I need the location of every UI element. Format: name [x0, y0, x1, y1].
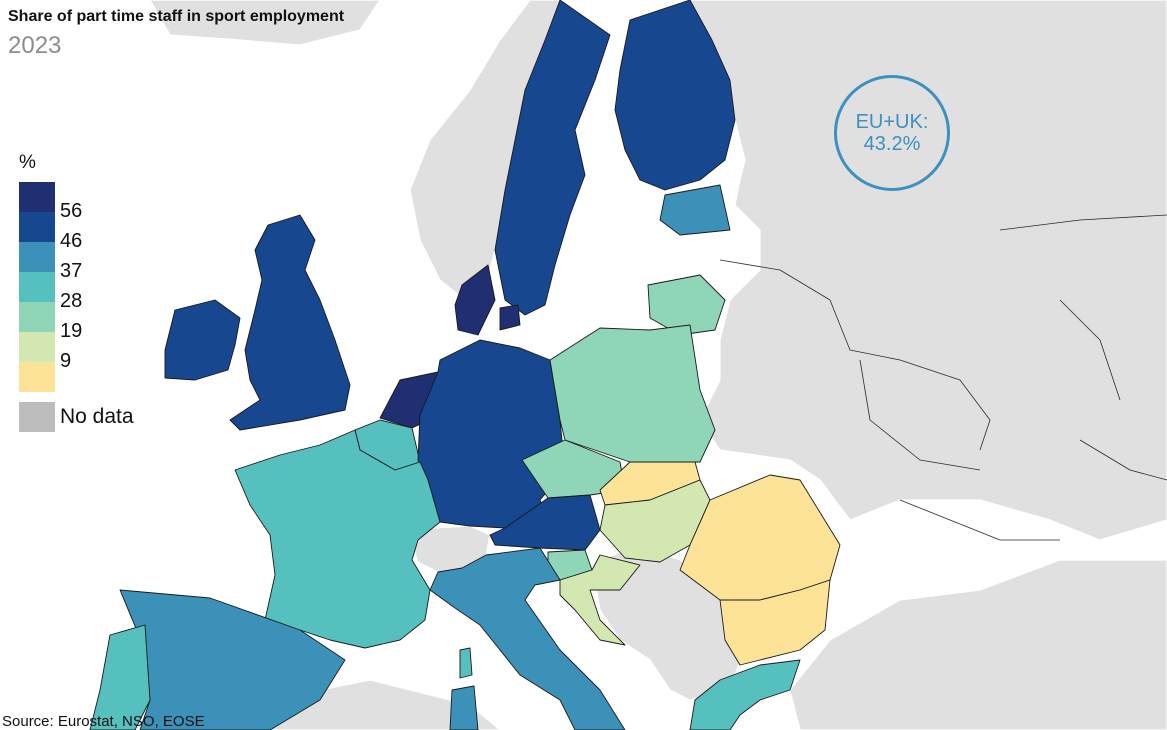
legend-label: 46	[60, 230, 83, 252]
region-lithuania	[647, 274, 726, 336]
region-sweden	[494, 0, 611, 316]
legend-label: 9	[60, 350, 72, 372]
legend-swatch	[19, 302, 55, 332]
region-bulgaria	[719, 579, 831, 666]
region-uk	[229, 214, 351, 431]
legend-label: 37	[60, 260, 83, 282]
region-finland	[614, 0, 736, 191]
region-sardinia	[449, 685, 479, 730]
legend-swatch	[19, 242, 55, 272]
source-note: Source: Eurostat, NSO, EOSE	[2, 713, 205, 730]
map-subtitle: 2023	[8, 32, 62, 59]
region-portugal	[89, 624, 151, 730]
land-russia-east	[689, 0, 1167, 541]
legend-no-data-label: No data	[60, 405, 134, 428]
legend-no-data-swatch	[19, 402, 55, 432]
eu-total-value: 43.2%	[863, 133, 921, 155]
legend-label: 19	[60, 320, 83, 342]
region-greece	[689, 659, 801, 730]
region-germany	[417, 339, 566, 529]
region-italy	[429, 547, 626, 730]
legend-label: 56	[60, 200, 83, 222]
region-poland	[549, 324, 716, 463]
region-ireland	[164, 299, 241, 381]
eu-total-badge: EU+UK: 43.2%	[834, 75, 950, 191]
legend-swatch	[19, 212, 55, 242]
legend-swatch	[19, 332, 55, 362]
eu-total-label: EU+UK:	[855, 111, 929, 133]
map-title: Share of part time staff in sport employ…	[8, 8, 345, 25]
legend-unit: %	[19, 152, 36, 173]
region-estonia	[659, 184, 731, 236]
russia-border-lines	[719, 214, 1167, 541]
legend-swatch	[19, 272, 55, 302]
land-turkey	[789, 559, 1167, 730]
legend-swatch	[19, 362, 55, 392]
region-corsica	[459, 647, 473, 679]
region-croatia	[559, 554, 641, 646]
legend-swatch	[19, 182, 55, 212]
land-iceland	[149, 0, 381, 46]
region-france	[234, 429, 441, 649]
region-denmark	[454, 264, 521, 336]
legend-label: 28	[60, 290, 83, 312]
